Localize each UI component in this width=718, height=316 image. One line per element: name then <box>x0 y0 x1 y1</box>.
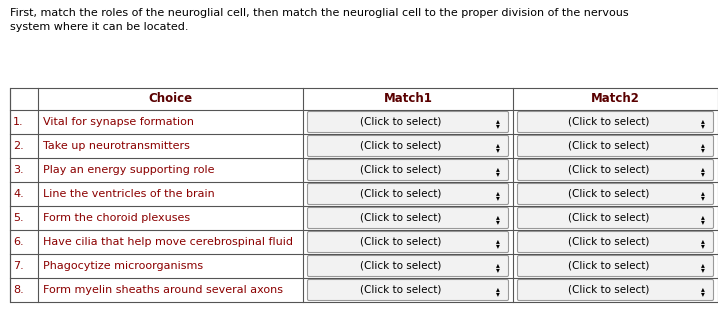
Text: First, match the roles of the neuroglial cell, then match the neuroglial cell to: First, match the roles of the neuroglial… <box>10 8 629 32</box>
Text: Match2: Match2 <box>591 93 640 106</box>
Text: ▴: ▴ <box>496 236 500 246</box>
FancyBboxPatch shape <box>518 160 714 180</box>
Text: 2.: 2. <box>13 141 24 151</box>
Text: (Click to select): (Click to select) <box>568 141 649 151</box>
FancyBboxPatch shape <box>307 112 508 132</box>
Text: ▾: ▾ <box>496 217 500 227</box>
Text: ▴: ▴ <box>496 141 500 149</box>
Text: (Click to select): (Click to select) <box>360 141 442 151</box>
Text: ▴: ▴ <box>701 284 705 294</box>
Text: 8.: 8. <box>13 285 24 295</box>
FancyBboxPatch shape <box>307 232 508 252</box>
Text: 3.: 3. <box>13 165 24 175</box>
Text: ▾: ▾ <box>496 241 500 251</box>
FancyBboxPatch shape <box>518 112 714 132</box>
Text: (Click to select): (Click to select) <box>568 165 649 175</box>
FancyBboxPatch shape <box>518 208 714 228</box>
Text: (Click to select): (Click to select) <box>568 213 649 223</box>
Text: (Click to select): (Click to select) <box>360 117 442 127</box>
Text: (Click to select): (Click to select) <box>568 261 649 271</box>
FancyBboxPatch shape <box>518 232 714 252</box>
Text: ▾: ▾ <box>496 169 500 179</box>
Text: (Click to select): (Click to select) <box>360 165 442 175</box>
Text: ▴: ▴ <box>701 189 705 198</box>
Text: ▴: ▴ <box>496 212 500 222</box>
Text: 7.: 7. <box>13 261 24 271</box>
Text: 6.: 6. <box>13 237 24 247</box>
FancyBboxPatch shape <box>518 136 714 156</box>
Text: ▾: ▾ <box>701 193 705 203</box>
Text: ▴: ▴ <box>701 236 705 246</box>
Text: (Click to select): (Click to select) <box>360 237 442 247</box>
Text: Have cilia that help move cerebrospinal fluid: Have cilia that help move cerebrospinal … <box>43 237 293 247</box>
FancyBboxPatch shape <box>307 160 508 180</box>
FancyBboxPatch shape <box>307 279 508 301</box>
Text: ▾: ▾ <box>496 121 500 131</box>
Text: Take up neurotransmitters: Take up neurotransmitters <box>43 141 190 151</box>
Text: (Click to select): (Click to select) <box>360 285 442 295</box>
Text: ▾: ▾ <box>701 121 705 131</box>
Text: ▾: ▾ <box>496 289 500 299</box>
Text: 1.: 1. <box>13 117 24 127</box>
FancyBboxPatch shape <box>307 208 508 228</box>
Text: Line the ventricles of the brain: Line the ventricles of the brain <box>43 189 215 199</box>
Text: ▴: ▴ <box>701 165 705 173</box>
Text: Play an energy supporting role: Play an energy supporting role <box>43 165 215 175</box>
Text: ▴: ▴ <box>496 165 500 173</box>
Text: ▾: ▾ <box>496 145 500 155</box>
Text: ▴: ▴ <box>496 260 500 270</box>
Text: 4.: 4. <box>13 189 24 199</box>
Text: ▴: ▴ <box>701 212 705 222</box>
Text: Vital for synapse formation: Vital for synapse formation <box>43 117 194 127</box>
Text: ▴: ▴ <box>701 141 705 149</box>
Text: ▴: ▴ <box>496 284 500 294</box>
FancyBboxPatch shape <box>518 184 714 204</box>
Text: ▴: ▴ <box>496 189 500 198</box>
Text: (Click to select): (Click to select) <box>568 237 649 247</box>
Text: ▾: ▾ <box>701 217 705 227</box>
Text: ▴: ▴ <box>701 117 705 125</box>
Text: ▾: ▾ <box>496 193 500 203</box>
Text: (Click to select): (Click to select) <box>360 213 442 223</box>
Text: ▾: ▾ <box>701 145 705 155</box>
Text: Choice: Choice <box>149 93 192 106</box>
Text: (Click to select): (Click to select) <box>360 261 442 271</box>
Text: ▾: ▾ <box>701 241 705 251</box>
Text: Form myelin sheaths around several axons: Form myelin sheaths around several axons <box>43 285 283 295</box>
Text: Form the choroid plexuses: Form the choroid plexuses <box>43 213 190 223</box>
Text: ▾: ▾ <box>701 289 705 299</box>
FancyBboxPatch shape <box>518 256 714 276</box>
Text: ▴: ▴ <box>701 260 705 270</box>
Text: ▴: ▴ <box>496 117 500 125</box>
Text: Phagocytize microorganisms: Phagocytize microorganisms <box>43 261 203 271</box>
Text: (Click to select): (Click to select) <box>568 189 649 199</box>
FancyBboxPatch shape <box>307 256 508 276</box>
Text: (Click to select): (Click to select) <box>360 189 442 199</box>
Text: Match1: Match1 <box>383 93 432 106</box>
Text: ▾: ▾ <box>701 265 705 275</box>
Bar <box>10 88 718 302</box>
FancyBboxPatch shape <box>518 279 714 301</box>
Text: 5.: 5. <box>13 213 24 223</box>
FancyBboxPatch shape <box>307 184 508 204</box>
Text: (Click to select): (Click to select) <box>568 285 649 295</box>
Text: ▾: ▾ <box>496 265 500 275</box>
Text: (Click to select): (Click to select) <box>568 117 649 127</box>
Text: ▾: ▾ <box>701 169 705 179</box>
FancyBboxPatch shape <box>307 136 508 156</box>
